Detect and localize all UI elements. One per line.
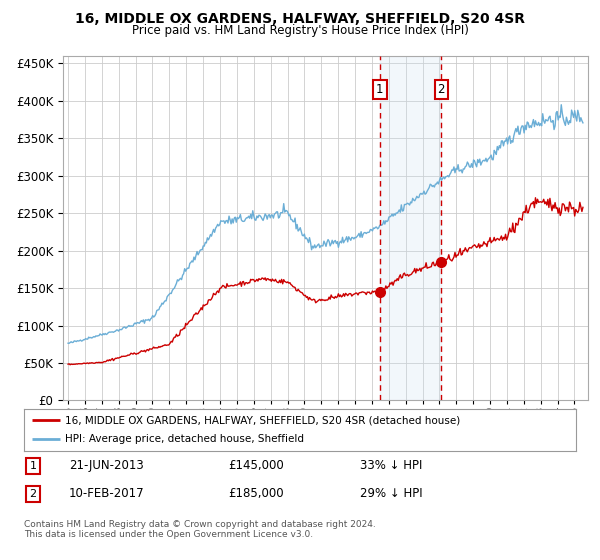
- Text: HPI: Average price, detached house, Sheffield: HPI: Average price, detached house, Shef…: [65, 435, 304, 445]
- Text: Price paid vs. HM Land Registry's House Price Index (HPI): Price paid vs. HM Land Registry's House …: [131, 24, 469, 37]
- Text: 16, MIDDLE OX GARDENS, HALFWAY, SHEFFIELD, S20 4SR: 16, MIDDLE OX GARDENS, HALFWAY, SHEFFIEL…: [75, 12, 525, 26]
- Text: 2: 2: [29, 489, 37, 499]
- Text: 10-FEB-2017: 10-FEB-2017: [69, 487, 145, 501]
- Text: 29% ↓ HPI: 29% ↓ HPI: [360, 487, 422, 501]
- Text: 21-JUN-2013: 21-JUN-2013: [69, 459, 144, 473]
- Text: £185,000: £185,000: [228, 487, 284, 501]
- Text: 2: 2: [437, 83, 445, 96]
- Text: 1: 1: [29, 461, 37, 471]
- Text: Contains HM Land Registry data © Crown copyright and database right 2024.
This d: Contains HM Land Registry data © Crown c…: [24, 520, 376, 539]
- Bar: [380, 56, 442, 400]
- Text: 1: 1: [376, 83, 383, 96]
- Text: £145,000: £145,000: [228, 459, 284, 473]
- Text: 33% ↓ HPI: 33% ↓ HPI: [360, 459, 422, 473]
- Text: 16, MIDDLE OX GARDENS, HALFWAY, SHEFFIELD, S20 4SR (detached house): 16, MIDDLE OX GARDENS, HALFWAY, SHEFFIEL…: [65, 415, 461, 425]
